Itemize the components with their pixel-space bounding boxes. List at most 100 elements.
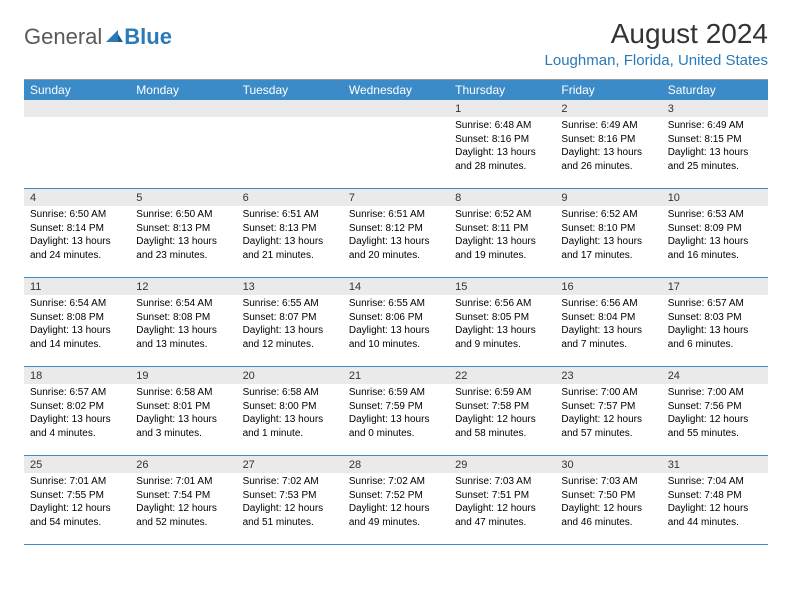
weeks-container: 1Sunrise: 6:48 AMSunset: 8:16 PMDaylight…: [24, 100, 768, 545]
day-cell: 25Sunrise: 7:01 AMSunset: 7:55 PMDayligh…: [24, 456, 130, 544]
sunset-text: Sunset: 8:16 PM: [561, 133, 655, 147]
sunset-text: Sunset: 8:16 PM: [455, 133, 549, 147]
sunset-text: Sunset: 7:59 PM: [349, 400, 443, 414]
day-content: Sunrise: 6:56 AMSunset: 8:04 PMDaylight:…: [555, 295, 661, 355]
daylight-text: Daylight: 13 hours and 6 minutes.: [668, 324, 762, 351]
sunrise-text: Sunrise: 6:51 AM: [349, 208, 443, 222]
sunrise-text: Sunrise: 6:50 AM: [30, 208, 124, 222]
day-content: [130, 117, 236, 123]
day-content: [343, 117, 449, 123]
day-content: Sunrise: 7:04 AMSunset: 7:48 PMDaylight:…: [662, 473, 768, 533]
week-row: 1Sunrise: 6:48 AMSunset: 8:16 PMDaylight…: [24, 100, 768, 189]
sunset-text: Sunset: 7:56 PM: [668, 400, 762, 414]
sunset-text: Sunset: 7:53 PM: [243, 489, 337, 503]
day-cell: 26Sunrise: 7:01 AMSunset: 7:54 PMDayligh…: [130, 456, 236, 544]
day-cell: 31Sunrise: 7:04 AMSunset: 7:48 PMDayligh…: [662, 456, 768, 544]
day-cell: 4Sunrise: 6:50 AMSunset: 8:14 PMDaylight…: [24, 189, 130, 277]
day-content: Sunrise: 6:57 AMSunset: 8:02 PMDaylight:…: [24, 384, 130, 444]
day-cell: 8Sunrise: 6:52 AMSunset: 8:11 PMDaylight…: [449, 189, 555, 277]
sunset-text: Sunset: 8:12 PM: [349, 222, 443, 236]
day-number: [237, 100, 343, 117]
sunset-text: Sunset: 7:50 PM: [561, 489, 655, 503]
sunrise-text: Sunrise: 7:00 AM: [561, 386, 655, 400]
sunset-text: Sunset: 7:54 PM: [136, 489, 230, 503]
day-number: 16: [555, 278, 661, 295]
day-number: 15: [449, 278, 555, 295]
day-cell: 19Sunrise: 6:58 AMSunset: 8:01 PMDayligh…: [130, 367, 236, 455]
daylight-text: Daylight: 12 hours and 46 minutes.: [561, 502, 655, 529]
day-number: 30: [555, 456, 661, 473]
day-cell: 24Sunrise: 7:00 AMSunset: 7:56 PMDayligh…: [662, 367, 768, 455]
sunset-text: Sunset: 8:03 PM: [668, 311, 762, 325]
sunset-text: Sunset: 7:57 PM: [561, 400, 655, 414]
day-number: 21: [343, 367, 449, 384]
day-cell: [237, 100, 343, 188]
day-number: 28: [343, 456, 449, 473]
day-content: Sunrise: 7:00 AMSunset: 7:56 PMDaylight:…: [662, 384, 768, 444]
day-number: [130, 100, 236, 117]
day-content: Sunrise: 7:02 AMSunset: 7:53 PMDaylight:…: [237, 473, 343, 533]
day-header: Thursday: [449, 80, 555, 100]
daylight-text: Daylight: 13 hours and 7 minutes.: [561, 324, 655, 351]
location: Loughman, Florida, United States: [545, 52, 768, 69]
day-number: 1: [449, 100, 555, 117]
day-cell: 17Sunrise: 6:57 AMSunset: 8:03 PMDayligh…: [662, 278, 768, 366]
sunset-text: Sunset: 8:07 PM: [243, 311, 337, 325]
sunrise-text: Sunrise: 7:01 AM: [136, 475, 230, 489]
day-content: Sunrise: 6:56 AMSunset: 8:05 PMDaylight:…: [449, 295, 555, 355]
daylight-text: Daylight: 13 hours and 1 minute.: [243, 413, 337, 440]
day-header: Saturday: [662, 80, 768, 100]
daylight-text: Daylight: 12 hours and 55 minutes.: [668, 413, 762, 440]
day-content: Sunrise: 6:49 AMSunset: 8:16 PMDaylight:…: [555, 117, 661, 177]
day-number: 27: [237, 456, 343, 473]
day-number: 3: [662, 100, 768, 117]
day-cell: 28Sunrise: 7:02 AMSunset: 7:52 PMDayligh…: [343, 456, 449, 544]
day-content: Sunrise: 7:03 AMSunset: 7:51 PMDaylight:…: [449, 473, 555, 533]
day-cell: 21Sunrise: 6:59 AMSunset: 7:59 PMDayligh…: [343, 367, 449, 455]
day-number: 24: [662, 367, 768, 384]
daylight-text: Daylight: 13 hours and 20 minutes.: [349, 235, 443, 262]
day-content: Sunrise: 6:59 AMSunset: 7:58 PMDaylight:…: [449, 384, 555, 444]
daylight-text: Daylight: 13 hours and 4 minutes.: [30, 413, 124, 440]
day-cell: 27Sunrise: 7:02 AMSunset: 7:53 PMDayligh…: [237, 456, 343, 544]
daylight-text: Daylight: 12 hours and 57 minutes.: [561, 413, 655, 440]
sunrise-text: Sunrise: 6:58 AM: [136, 386, 230, 400]
day-content: Sunrise: 6:58 AMSunset: 8:00 PMDaylight:…: [237, 384, 343, 444]
day-content: Sunrise: 6:50 AMSunset: 8:13 PMDaylight:…: [130, 206, 236, 266]
daylight-text: Daylight: 13 hours and 12 minutes.: [243, 324, 337, 351]
sunrise-text: Sunrise: 6:57 AM: [668, 297, 762, 311]
sunset-text: Sunset: 7:51 PM: [455, 489, 549, 503]
sunrise-text: Sunrise: 6:50 AM: [136, 208, 230, 222]
sunrise-text: Sunrise: 6:49 AM: [668, 119, 762, 133]
day-cell: 2Sunrise: 6:49 AMSunset: 8:16 PMDaylight…: [555, 100, 661, 188]
day-content: Sunrise: 6:48 AMSunset: 8:16 PMDaylight:…: [449, 117, 555, 177]
logo-sail-icon: [104, 24, 124, 50]
sunset-text: Sunset: 7:58 PM: [455, 400, 549, 414]
day-content: Sunrise: 6:58 AMSunset: 8:01 PMDaylight:…: [130, 384, 236, 444]
day-cell: 20Sunrise: 6:58 AMSunset: 8:00 PMDayligh…: [237, 367, 343, 455]
day-content: Sunrise: 6:51 AMSunset: 8:13 PMDaylight:…: [237, 206, 343, 266]
sunrise-text: Sunrise: 6:55 AM: [349, 297, 443, 311]
sunrise-text: Sunrise: 6:59 AM: [349, 386, 443, 400]
sunset-text: Sunset: 8:01 PM: [136, 400, 230, 414]
daylight-text: Daylight: 13 hours and 28 minutes.: [455, 146, 549, 173]
day-cell: 12Sunrise: 6:54 AMSunset: 8:08 PMDayligh…: [130, 278, 236, 366]
sunrise-text: Sunrise: 6:57 AM: [30, 386, 124, 400]
sunrise-text: Sunrise: 6:52 AM: [561, 208, 655, 222]
day-content: Sunrise: 6:55 AMSunset: 8:07 PMDaylight:…: [237, 295, 343, 355]
day-cell: 22Sunrise: 6:59 AMSunset: 7:58 PMDayligh…: [449, 367, 555, 455]
daylight-text: Daylight: 13 hours and 25 minutes.: [668, 146, 762, 173]
day-cell: 14Sunrise: 6:55 AMSunset: 8:06 PMDayligh…: [343, 278, 449, 366]
day-number: 29: [449, 456, 555, 473]
day-content: Sunrise: 6:54 AMSunset: 8:08 PMDaylight:…: [24, 295, 130, 355]
sunset-text: Sunset: 8:13 PM: [243, 222, 337, 236]
daylight-text: Daylight: 13 hours and 24 minutes.: [30, 235, 124, 262]
sunrise-text: Sunrise: 6:51 AM: [243, 208, 337, 222]
day-number: 22: [449, 367, 555, 384]
week-row: 25Sunrise: 7:01 AMSunset: 7:55 PMDayligh…: [24, 456, 768, 545]
daylight-text: Daylight: 13 hours and 14 minutes.: [30, 324, 124, 351]
day-content: Sunrise: 7:01 AMSunset: 7:55 PMDaylight:…: [24, 473, 130, 533]
sunrise-text: Sunrise: 6:49 AM: [561, 119, 655, 133]
week-row: 11Sunrise: 6:54 AMSunset: 8:08 PMDayligh…: [24, 278, 768, 367]
day-cell: 1Sunrise: 6:48 AMSunset: 8:16 PMDaylight…: [449, 100, 555, 188]
